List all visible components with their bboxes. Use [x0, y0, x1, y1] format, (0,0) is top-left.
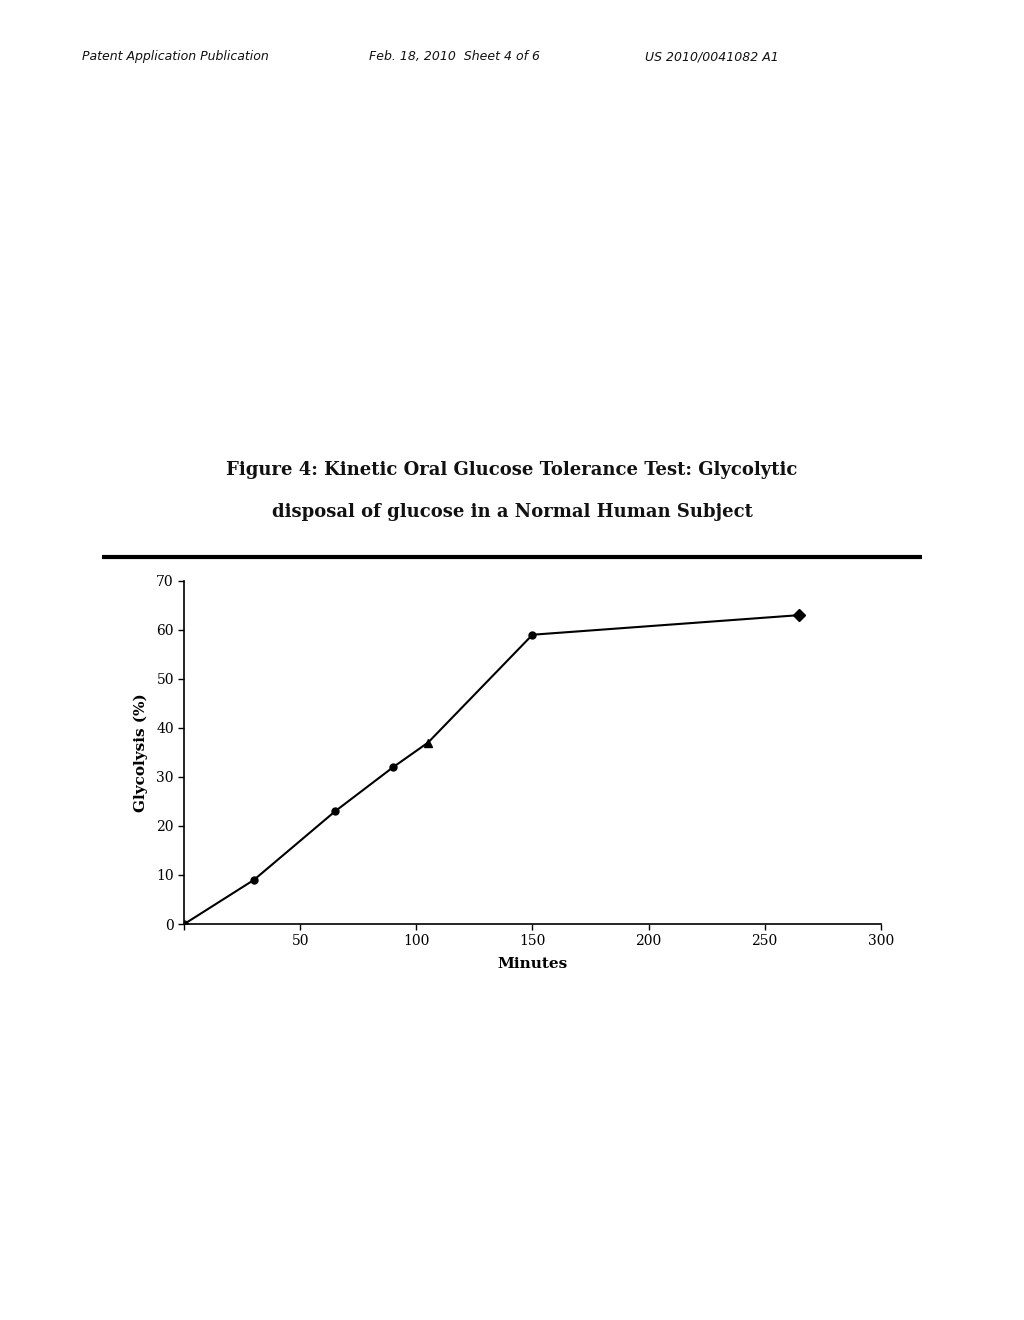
Text: Patent Application Publication: Patent Application Publication	[82, 50, 268, 63]
X-axis label: Minutes: Minutes	[498, 957, 567, 970]
Text: disposal of glucose in a Normal Human Subject: disposal of glucose in a Normal Human Su…	[271, 503, 753, 521]
Text: US 2010/0041082 A1: US 2010/0041082 A1	[645, 50, 779, 63]
Y-axis label: Glycolysis (%): Glycolysis (%)	[133, 693, 147, 812]
Text: Feb. 18, 2010  Sheet 4 of 6: Feb. 18, 2010 Sheet 4 of 6	[369, 50, 540, 63]
Text: Figure 4: Kinetic Oral Glucose Tolerance Test: Glycolytic: Figure 4: Kinetic Oral Glucose Tolerance…	[226, 461, 798, 479]
